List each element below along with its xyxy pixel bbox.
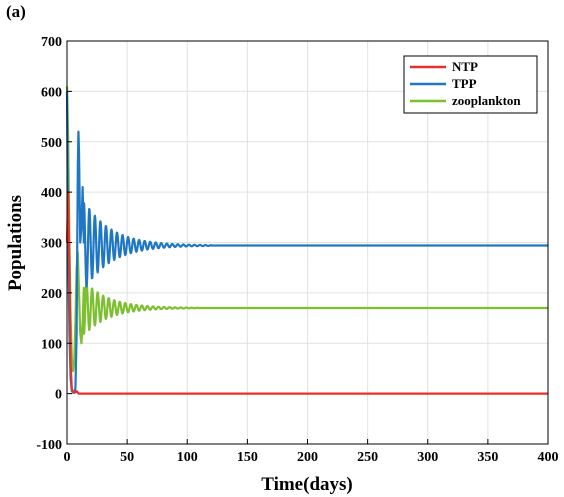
x-tick-label: 100 <box>177 450 198 465</box>
y-tick-label: 600 <box>41 85 62 100</box>
panel-label: (a) <box>6 2 26 21</box>
series-line-zoo <box>65 86 549 373</box>
x-tick-label: 400 <box>538 450 559 465</box>
y-tick-label: 200 <box>41 287 62 302</box>
series-line-tpp <box>65 91 549 394</box>
series-lines <box>65 86 549 395</box>
x-tick-label: 250 <box>357 450 378 465</box>
y-axis-label: Populations <box>5 195 26 291</box>
y-tick-label: 700 <box>41 35 62 50</box>
x-tick-label: 200 <box>297 450 318 465</box>
x-axis-label: Time(days) <box>261 474 352 495</box>
y-tick-label: 300 <box>41 237 62 252</box>
legend-label-tpp: TPP <box>452 76 477 91</box>
legend: NTP TPP zooplankton <box>403 55 538 114</box>
x-tick-label: 350 <box>477 450 498 465</box>
series-line-ntp <box>65 191 549 395</box>
y-axis-ticks: -100 0 100 200 300 400 500 600 700 <box>36 35 72 453</box>
x-axis-ticks: 0 50 100 150 200 250 300 350 400 <box>64 439 559 465</box>
y-tick-label: 400 <box>41 186 62 201</box>
legend-label-zoo: zooplankton <box>452 93 521 108</box>
x-tick-label: 150 <box>237 450 258 465</box>
x-tick-label: 50 <box>120 450 134 465</box>
y-tick-label: 500 <box>41 136 62 151</box>
y-tick-label: 0 <box>55 388 62 403</box>
x-tick-label: 300 <box>417 450 438 465</box>
y-tick-label: -100 <box>36 438 62 453</box>
y-tick-label: 100 <box>41 337 62 352</box>
legend-label-ntp: NTP <box>452 59 478 74</box>
x-tick-label: 0 <box>64 450 71 465</box>
